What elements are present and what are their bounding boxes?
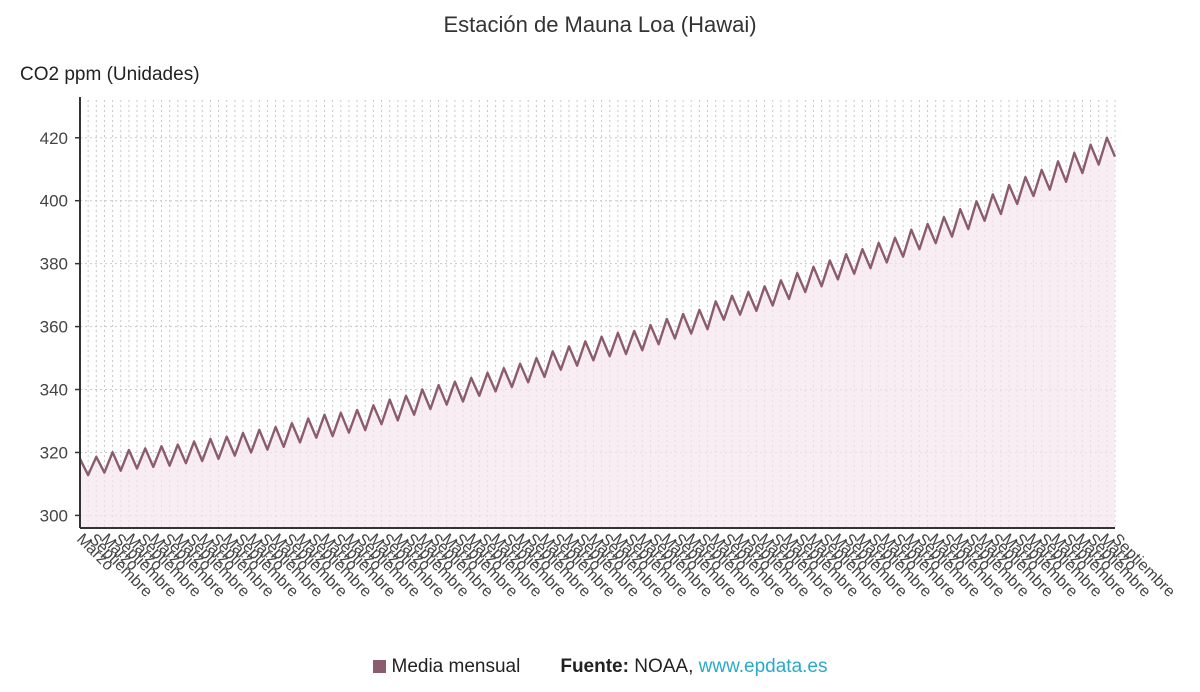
- legend-and-source: Media mensual Fuente: NOAA, www.epdata.es: [0, 656, 1200, 678]
- y-axis-label: CO2 ppm (Unidades): [20, 64, 200, 85]
- y-tick-label: 400: [40, 192, 68, 211]
- y-tick-label: 420: [40, 129, 68, 148]
- y-tick-label: 300: [40, 506, 68, 525]
- axes: [75, 97, 1115, 529]
- area-fill: [80, 137, 1115, 529]
- legend-label: Media mensual: [391, 656, 521, 677]
- x-tick-labels: MarzoSeptiembreMarzoSeptiembreMarzoSepti…: [73, 531, 1178, 601]
- chart-title: Estación de Mauna Loa (Hawai): [443, 12, 757, 37]
- y-tick-label: 340: [40, 381, 68, 400]
- legend-swatch: [372, 660, 386, 673]
- series-line-media-mensual: [78, 136, 1117, 477]
- source-link[interactable]: www.epdata.es: [698, 656, 828, 677]
- y-tick-label: 320: [40, 443, 68, 462]
- source-name: NOAA,: [634, 656, 694, 677]
- co2-area-chart: 300 320 340 360 380 400 420 MarzoSeptiembreMar…: [40, 97, 1178, 601]
- y-tick-labels: 300 320 340 360 380 400 420: [40, 129, 68, 526]
- y-tick-label: 380: [40, 255, 68, 274]
- y-tick-label: 360: [40, 318, 68, 337]
- source-label: Fuente:: [560, 656, 629, 677]
